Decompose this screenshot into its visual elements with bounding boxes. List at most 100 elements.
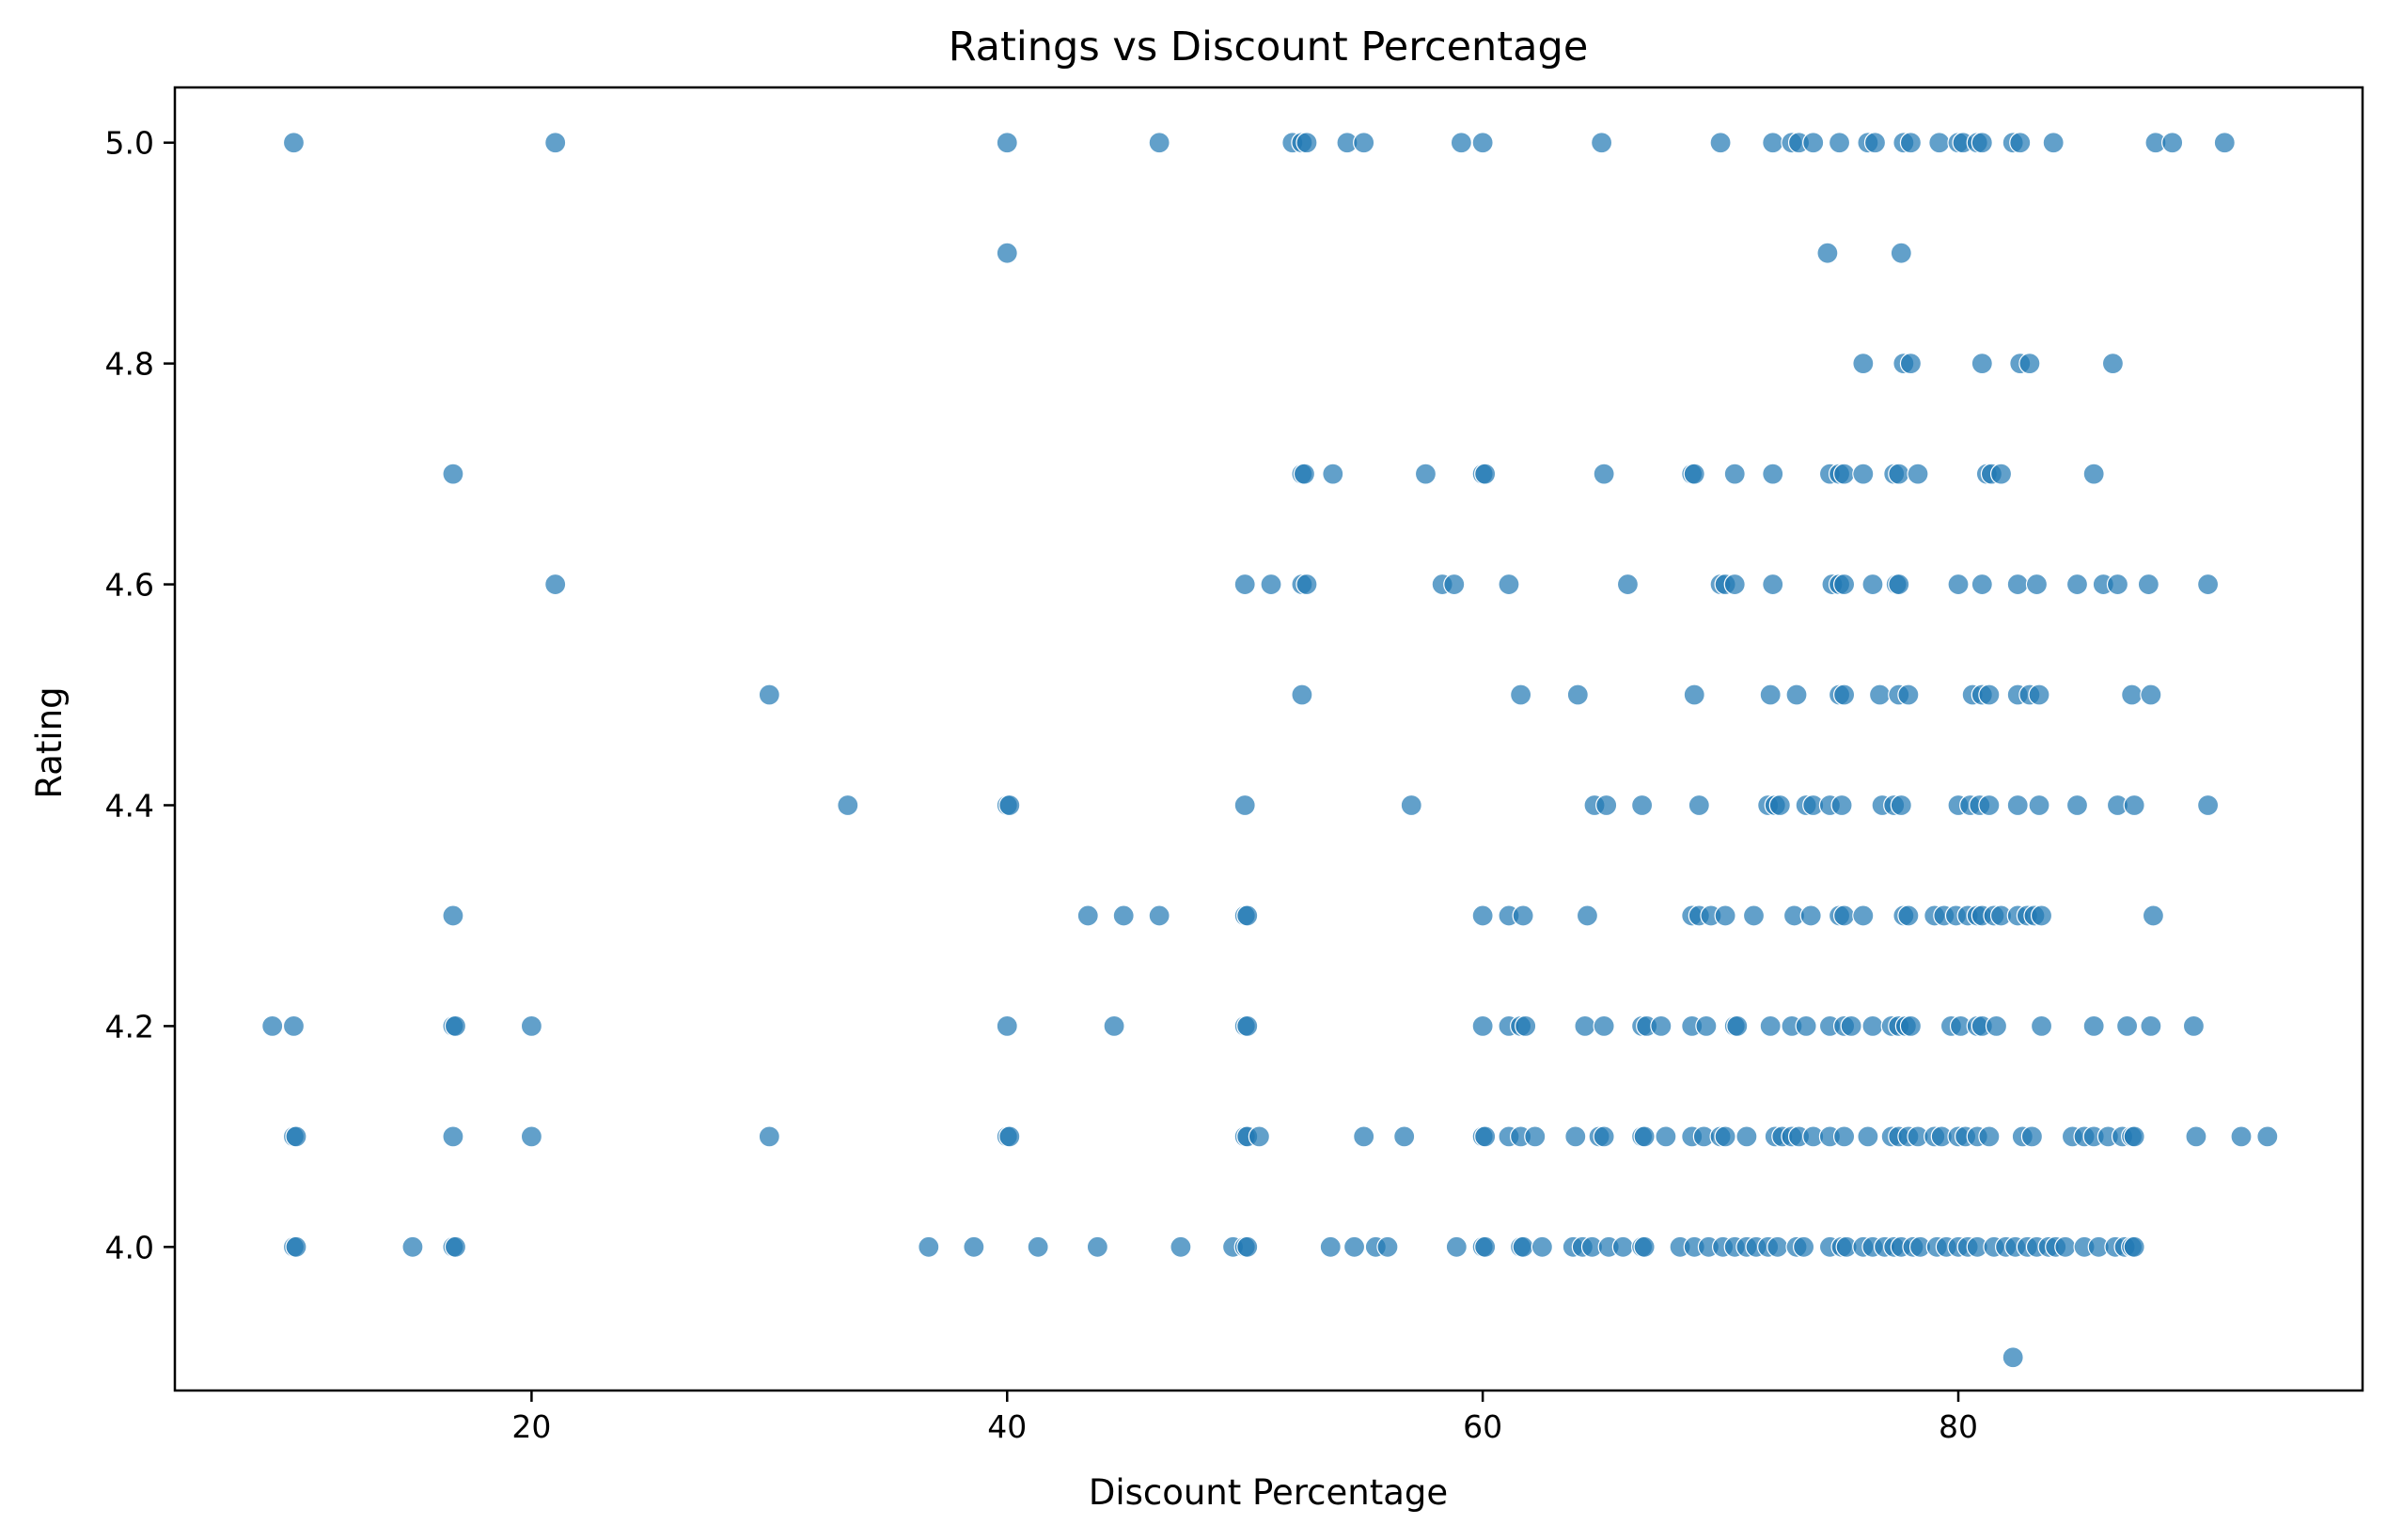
scatter-point: [1726, 1014, 1749, 1037]
scatter-point: [1291, 684, 1313, 706]
scatter-point: [1616, 573, 1640, 596]
scatter-point: [442, 904, 464, 927]
scatter-point: [1393, 1125, 1416, 1148]
scatter-point: [2115, 1014, 2139, 1037]
scatter-point: [2082, 1014, 2105, 1037]
scatter-point: [2106, 573, 2129, 596]
scatter-point: [1971, 573, 1993, 596]
scatter-point: [2028, 794, 2050, 817]
scatter-point: [2082, 463, 2105, 485]
scatter-point: [1978, 684, 2001, 706]
x-tick-label: 20: [511, 1408, 551, 1445]
scatter-point: [2054, 1235, 2077, 1258]
scatter-point: [1785, 684, 1808, 706]
scatter-point: [1762, 573, 1784, 596]
scatter-point: [2230, 1125, 2253, 1148]
scatter-point: [1474, 1125, 1497, 1148]
scatter-point: [520, 1014, 543, 1037]
scatter-point: [1978, 794, 2001, 817]
scatter-point: [2161, 132, 2184, 154]
scatter-point: [1445, 1235, 1468, 1258]
scatter-point: [1593, 1125, 1615, 1148]
scatter-point: [918, 1235, 940, 1258]
scatter-point: [2140, 1014, 2162, 1037]
scatter-point: [1714, 904, 1736, 927]
y-tick-label: 4.0: [105, 1229, 154, 1265]
scatter-point: [1868, 684, 1892, 706]
scatter-point: [2018, 353, 2041, 375]
scatter-point: [1899, 132, 1923, 154]
y-tick-label: 4.4: [105, 787, 154, 824]
scatter-point: [1631, 794, 1654, 817]
scatter-point: [442, 463, 464, 485]
scatter-point: [1840, 1014, 1862, 1037]
scatter-point: [1443, 573, 1466, 596]
y-axis-label: Rating: [29, 686, 70, 798]
scatter-point: [998, 794, 1021, 817]
scatter-point: [1890, 242, 1912, 264]
scatter-point: [1683, 463, 1705, 485]
scatter-point: [1236, 1235, 1259, 1258]
scatter-point: [520, 1125, 543, 1148]
scatter-point: [1112, 904, 1135, 927]
scatter-point: [2121, 684, 2144, 706]
scatter-point: [1947, 573, 1970, 596]
scatter-point: [2256, 1125, 2279, 1148]
scatter-point: [1515, 1014, 1537, 1037]
scatter-point: [1296, 573, 1318, 596]
scatter-point: [1512, 1235, 1534, 1258]
scatter-point: [1574, 1014, 1596, 1037]
scatter-point: [1971, 353, 1993, 375]
scatter-point: [1471, 132, 1494, 154]
scatter-point: [1816, 242, 1839, 264]
scatter-point: [2042, 132, 2065, 154]
scatter-point: [1576, 904, 1599, 927]
scatter-point: [758, 1125, 780, 1148]
scatter-point: [2002, 1346, 2024, 1369]
scatter-point: [2196, 794, 2220, 817]
scatter-point: [2006, 794, 2029, 817]
scatter-point: [2009, 132, 2032, 154]
scatter-point: [1888, 573, 1910, 596]
scatter-point: [2123, 1235, 2145, 1258]
scatter-point: [1861, 573, 1884, 596]
scatter-point: [1233, 573, 1256, 596]
scatter-point: [1510, 684, 1532, 706]
scatter-point: [261, 1014, 284, 1037]
scatter-point: [2123, 1125, 2145, 1148]
scatter-point: [1762, 463, 1784, 485]
x-tick-label: 40: [987, 1408, 1027, 1445]
scatter-point: [1828, 132, 1851, 154]
scatter-point: [1450, 132, 1472, 154]
scatter-point: [963, 1235, 985, 1258]
scatter-point: [442, 1125, 464, 1148]
scatter-point: [758, 684, 780, 706]
scatter-point: [2140, 684, 2162, 706]
x-axis-label: Discount Percentage: [1089, 1472, 1448, 1513]
y-tick-label: 4.6: [105, 567, 154, 604]
scatter-point: [1971, 132, 1993, 154]
scatter-point: [1633, 1235, 1656, 1258]
scatter-point: [1888, 463, 1910, 485]
scatter-point: [996, 132, 1018, 154]
scatter-point: [1688, 794, 1710, 817]
scatter-point: [1248, 1125, 1270, 1148]
scatter-point: [1759, 684, 1782, 706]
scatter-point: [1322, 463, 1344, 485]
scatter-point: [996, 242, 1018, 264]
scatter-point: [2025, 573, 2049, 596]
scatter-point: [2182, 1014, 2206, 1037]
scatter-point: [1857, 1125, 1879, 1148]
x-tick-label: 80: [1939, 1408, 1978, 1445]
scatter-point: [1236, 904, 1259, 927]
scatter-point: [1795, 1014, 1817, 1037]
scatter-point: [1027, 1235, 1049, 1258]
scatter-point: [285, 1235, 307, 1258]
scatter-point: [1833, 1125, 1856, 1148]
scatter-point: [1723, 463, 1746, 485]
scatter-point: [401, 1235, 424, 1258]
scatter-point: [444, 1014, 467, 1037]
scatter-point: [1852, 904, 1875, 927]
